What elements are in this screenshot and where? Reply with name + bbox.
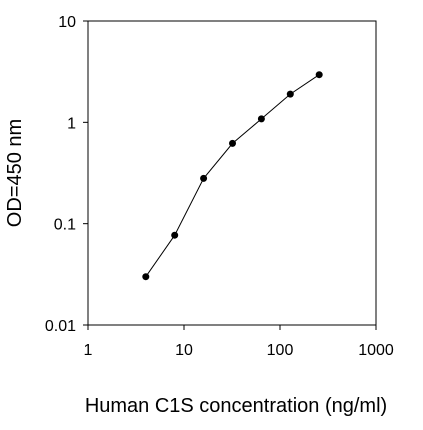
data-point xyxy=(171,231,179,239)
series-points xyxy=(142,71,323,281)
data-point xyxy=(315,71,323,79)
x-tick-label: 1000 xyxy=(358,342,394,359)
data-point xyxy=(200,174,208,182)
y-tick-label: 10 xyxy=(58,14,76,31)
y-tick-label: 0.1 xyxy=(54,217,76,234)
data-point xyxy=(142,273,150,281)
x-axis-ticks xyxy=(87,325,377,330)
data-point xyxy=(286,90,294,98)
data-point xyxy=(257,115,265,123)
x-tick-label: 1 xyxy=(84,342,93,359)
y-axis-ticks xyxy=(83,20,88,326)
data-point xyxy=(229,139,236,147)
y-axis-tick-labels: 10 1 0.1 0.01 xyxy=(45,14,76,335)
x-axis-title: Human C1S concentration (ng/ml) xyxy=(85,395,387,417)
x-tick-label: 10 xyxy=(175,342,193,359)
y-tick-label: 0.01 xyxy=(45,318,76,335)
y-tick-label: 1 xyxy=(67,115,76,132)
x-tick-label: 100 xyxy=(267,342,294,359)
y-axis-title: OD=450 nm xyxy=(4,119,26,227)
plot-area xyxy=(87,20,377,326)
x-axis-tick-labels: 1 10 100 1000 xyxy=(84,342,394,359)
